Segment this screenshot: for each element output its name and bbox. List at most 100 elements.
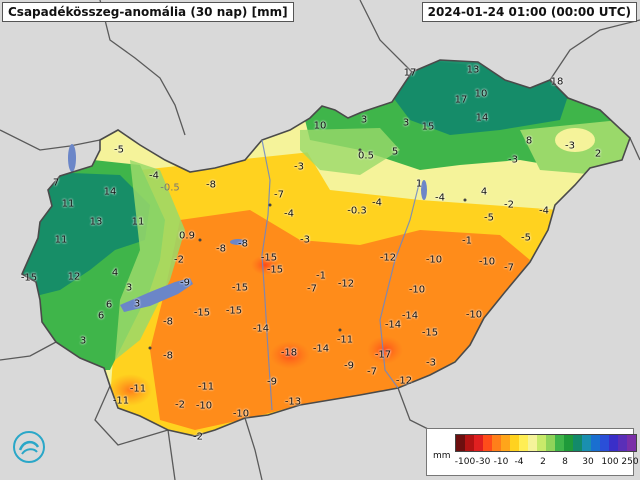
value-label: 3 — [360, 114, 368, 126]
value-label: 2 — [594, 148, 602, 160]
country-border — [20, 59, 631, 437]
value-label: -9 — [344, 360, 354, 372]
value-label: -5 — [114, 144, 124, 156]
legend-swatch — [465, 435, 474, 451]
legend-swatch — [519, 435, 528, 451]
value-label: -14 — [252, 323, 270, 335]
legend-swatch — [456, 435, 465, 451]
value-label: -5 — [484, 212, 494, 224]
value-label: -14 — [312, 343, 330, 355]
value-label: -8 — [238, 238, 248, 250]
legend-tick-label: -100 — [454, 457, 476, 467]
value-label: 4 — [111, 267, 119, 279]
value-label: -4 — [372, 197, 382, 209]
value-label: -14 — [384, 319, 402, 331]
value-label: -8 — [216, 243, 226, 255]
legend-swatch — [510, 435, 519, 451]
value-label: 1 — [415, 178, 423, 190]
value-label: -15 — [421, 327, 439, 339]
value-label: -7 — [307, 283, 317, 295]
city-dots — [148, 148, 467, 350]
value-label: -3 — [565, 140, 575, 152]
value-label: 11 — [131, 216, 145, 228]
value-label: 0.5 — [358, 150, 374, 162]
value-label: -8 — [163, 316, 173, 328]
value-label: 6 — [105, 299, 113, 311]
value-label: 10 — [474, 88, 488, 100]
met-service-logo-icon — [13, 431, 45, 463]
value-label: -14 — [401, 310, 419, 322]
value-label: -15 — [193, 307, 211, 319]
value-label: 3 — [402, 117, 410, 129]
legend-color-bar — [455, 434, 637, 452]
value-label: 17 — [403, 67, 417, 79]
legend-tick-label: 100 — [601, 457, 619, 467]
value-label: 3 — [133, 298, 141, 310]
value-label: 10 — [313, 120, 327, 132]
value-label: 13 — [89, 216, 103, 228]
value-label: -15 — [266, 264, 284, 276]
value-label: 17 — [454, 94, 468, 106]
value-label: 14 — [103, 186, 117, 198]
value-label: -4 — [149, 170, 159, 182]
value-label: -2 — [504, 199, 514, 211]
map-title: Csapadékösszeg-anomália (30 nap) [mm] — [2, 2, 294, 22]
value-label: -10 — [408, 284, 426, 296]
value-label: -0.3 — [347, 205, 367, 217]
value-label: -1 — [316, 270, 326, 282]
value-label: -9 — [267, 376, 277, 388]
value-label: -9 — [180, 277, 190, 289]
value-label: 14 — [475, 112, 489, 124]
value-label: -10 — [232, 408, 250, 420]
legend-tick-label: 8 — [562, 457, 568, 467]
value-label: -2 — [193, 431, 203, 443]
value-label: -11 — [112, 395, 130, 407]
value-label: -8 — [163, 350, 173, 362]
value-label: -15 — [231, 282, 249, 294]
value-label: -11 — [197, 381, 215, 393]
value-label: -12 — [395, 375, 413, 387]
value-label: -2 — [175, 399, 185, 411]
legend-swatch — [627, 435, 636, 451]
value-label: -11 — [336, 334, 354, 346]
value-label: -12 — [379, 252, 397, 264]
value-label: -0.5 — [160, 182, 180, 194]
map-timestamp: 2024-01-24 01:00 (00:00 UTC) — [421, 2, 637, 22]
legend-swatch — [555, 435, 564, 451]
legend-swatch — [600, 435, 609, 451]
value-label: -8 — [206, 179, 216, 191]
value-label: -13 — [284, 396, 302, 408]
value-label: -3 — [426, 357, 436, 369]
rivers — [261, 139, 421, 411]
value-label: -7 — [274, 189, 284, 201]
legend-tick-label: -30 — [475, 457, 491, 467]
legend-swatch — [573, 435, 582, 451]
legend-swatch — [546, 435, 555, 451]
legend-tick-label: 250 — [621, 457, 639, 467]
value-label: 18 — [550, 76, 564, 88]
value-label: -2 — [174, 254, 184, 266]
value-label: -12 — [337, 278, 355, 290]
value-label: -10 — [195, 400, 213, 412]
value-label: -10 — [478, 256, 496, 268]
value-label: 3 — [125, 282, 133, 294]
lakes — [120, 180, 427, 312]
value-label: 11 — [54, 234, 68, 246]
value-label: 4 — [480, 186, 488, 198]
value-label: -11 — [129, 383, 147, 395]
legend-unit: mm — [433, 451, 451, 461]
legend-tick-label: -10 — [493, 457, 509, 467]
legend-swatch — [492, 435, 501, 451]
legend-swatch — [474, 435, 483, 451]
legend-swatch — [591, 435, 600, 451]
legend-swatch — [609, 435, 618, 451]
value-label: -15 — [20, 272, 38, 284]
legend-tick-label: 30 — [582, 457, 594, 467]
value-label: -7 — [504, 262, 514, 274]
value-label: 12 — [67, 271, 81, 283]
value-label: 3 — [79, 335, 87, 347]
value-label: 8 — [525, 135, 533, 147]
